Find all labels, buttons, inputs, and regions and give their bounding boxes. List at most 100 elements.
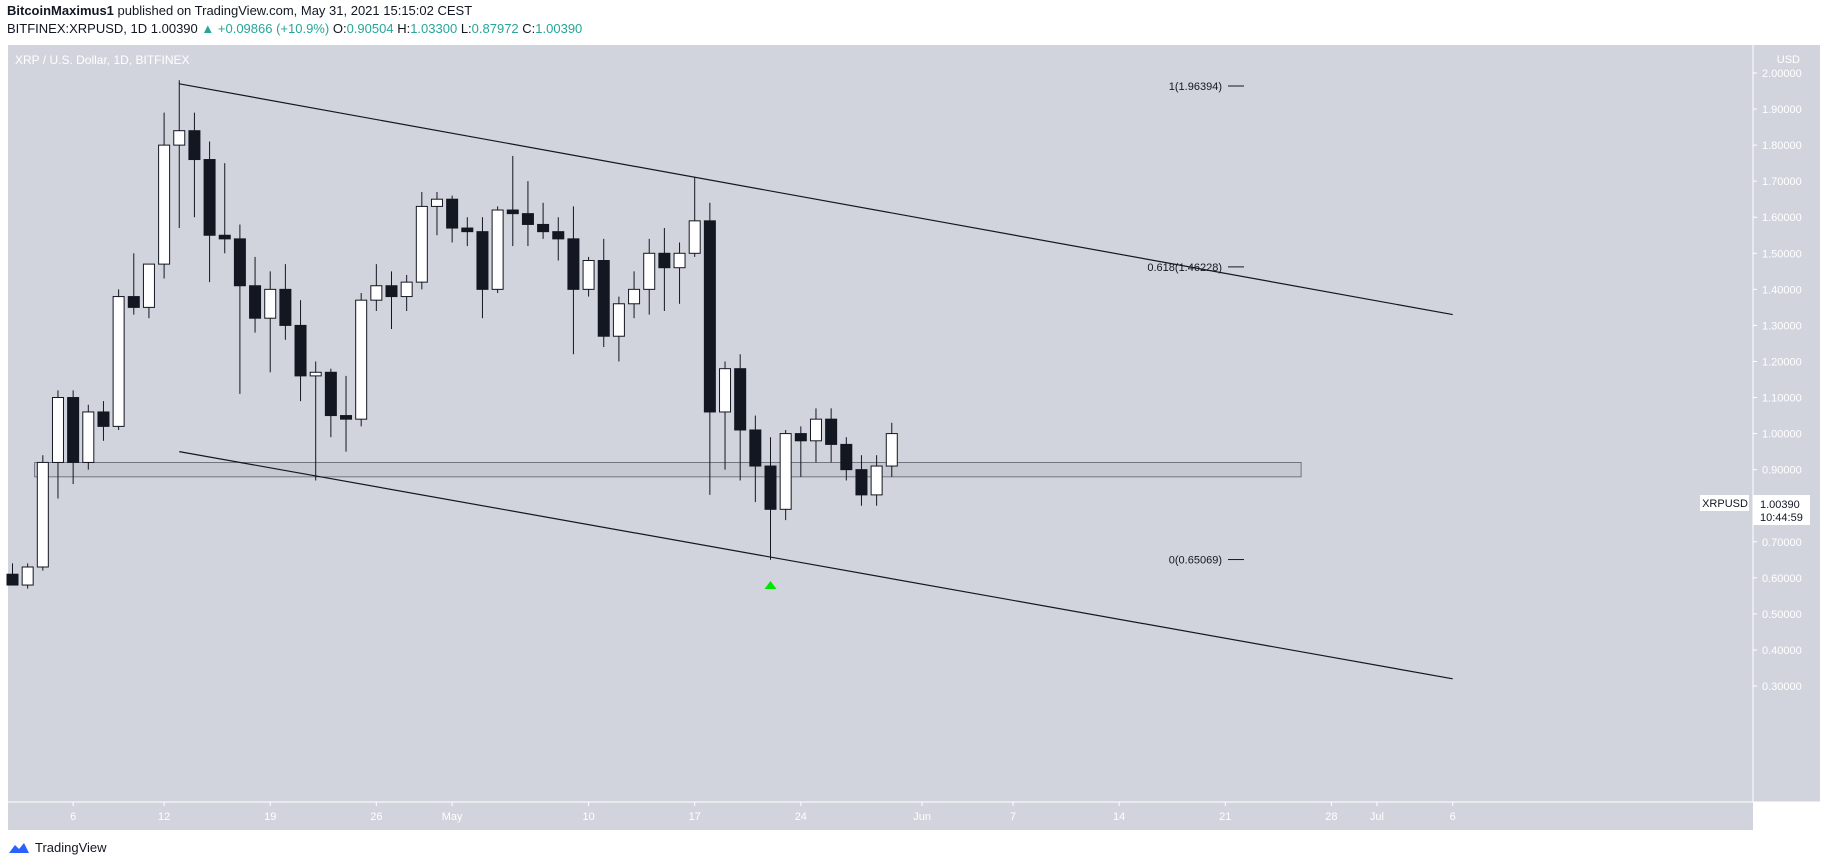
candle [749, 415, 762, 503]
candle-body [264, 288, 277, 319]
y-tick-label: 1.50000 [1762, 248, 1802, 260]
candle [764, 437, 777, 560]
x-tick-label: May [442, 811, 463, 823]
symbol-interval: BITFINEX:XRPUSD, 1D [7, 21, 148, 36]
x-tick-label: 12 [158, 811, 170, 823]
candle [734, 354, 747, 481]
candle-body [794, 433, 807, 442]
candle-body [21, 566, 34, 586]
price-axis[interactable] [1753, 45, 1820, 802]
y-tick-label: 1.70000 [1762, 176, 1802, 188]
candle [461, 217, 474, 247]
y-tick-label: 1.40000 [1762, 284, 1802, 296]
candle-body [885, 433, 898, 467]
open-label: O: [332, 21, 347, 36]
candle-body [249, 285, 262, 319]
candle [340, 375, 353, 452]
x-tick-label: 21 [1219, 811, 1231, 823]
candle-body [188, 130, 201, 161]
footer-brand: TradingView [35, 840, 107, 855]
candle-body [612, 303, 625, 337]
y-tick-label: 1.20000 [1762, 356, 1802, 368]
candle [430, 191, 443, 236]
candle-body [749, 429, 762, 467]
candle-body [567, 238, 580, 290]
time-axis[interactable] [8, 802, 1753, 830]
candle [158, 112, 171, 279]
candle [264, 271, 277, 373]
candle-body [142, 263, 155, 308]
y-tick-label: 1.60000 [1762, 212, 1802, 224]
ohlc-header: BITFINEX:XRPUSD, 1D 1.00390 ▲ +0.09866 (… [7, 21, 582, 36]
candle-body [476, 231, 489, 290]
candle [582, 256, 595, 297]
publish-header: BitcoinMaximus1 published on TradingView… [7, 3, 472, 18]
author-name[interactable]: BitcoinMaximus1 [7, 3, 114, 18]
candle [855, 455, 868, 506]
support-zone [34, 462, 1302, 478]
candle [597, 238, 610, 348]
y-tick-label: 0.90000 [1762, 465, 1802, 477]
x-tick-label: 6 [1450, 811, 1456, 823]
candle [521, 181, 534, 247]
candle-body [400, 281, 413, 298]
candle [658, 228, 671, 311]
candle-body [127, 296, 140, 308]
candle-body [67, 397, 80, 463]
chart-pane[interactable] [8, 45, 1753, 802]
candle [825, 408, 838, 463]
candle-body [309, 371, 322, 377]
candle [233, 224, 246, 394]
axis-currency-label: USD [1777, 54, 1800, 66]
candle-body [870, 465, 883, 496]
candle [279, 264, 292, 340]
candle-body [582, 260, 595, 290]
candle-body [36, 461, 49, 568]
tradingview-footer[interactable]: TradingView [8, 840, 107, 855]
candle-body [537, 223, 550, 233]
candle [294, 300, 307, 402]
price-tag-value: 1.00390 [1760, 499, 1800, 511]
candle-body [628, 288, 641, 305]
candle-body [370, 285, 383, 301]
candle-body [855, 469, 868, 496]
candle [567, 206, 580, 355]
symbol-tag: XRPUSD [1702, 498, 1748, 510]
candle [612, 296, 625, 362]
candle [719, 361, 732, 470]
candle-body [825, 418, 838, 445]
candle [673, 242, 686, 304]
candle-body [809, 418, 822, 442]
candle-body [779, 433, 792, 510]
candle-body [703, 220, 716, 413]
candle [400, 274, 413, 311]
candle-body [233, 238, 246, 287]
candle [870, 455, 883, 506]
x-tick-label: 17 [689, 811, 701, 823]
y-tick-label: 0.40000 [1762, 645, 1802, 657]
symbol-tag-box [1700, 495, 1749, 511]
close-label: C: [522, 21, 536, 36]
candle [703, 202, 716, 495]
candle-body [173, 130, 186, 146]
x-tick-label: 26 [370, 811, 382, 823]
candle-body [82, 411, 95, 463]
candle [446, 195, 459, 243]
tradingview-logo-icon [9, 842, 29, 853]
x-tick-label: 28 [1325, 811, 1337, 823]
candle-body [51, 397, 64, 463]
candle-body [158, 144, 171, 265]
candle-body [840, 443, 853, 471]
x-tick-label: 19 [264, 811, 276, 823]
candle-body [552, 231, 565, 240]
candle [688, 177, 701, 257]
x-tick-label: Jul [1370, 811, 1384, 823]
fib-level-label: 0(0.65069) [1169, 555, 1222, 567]
candle-body [415, 205, 428, 283]
candle [97, 401, 110, 441]
y-tick-label: 0.70000 [1762, 537, 1802, 549]
x-tick-label: 24 [795, 811, 807, 823]
low-label: L: [460, 21, 472, 36]
candle-body [430, 198, 443, 207]
